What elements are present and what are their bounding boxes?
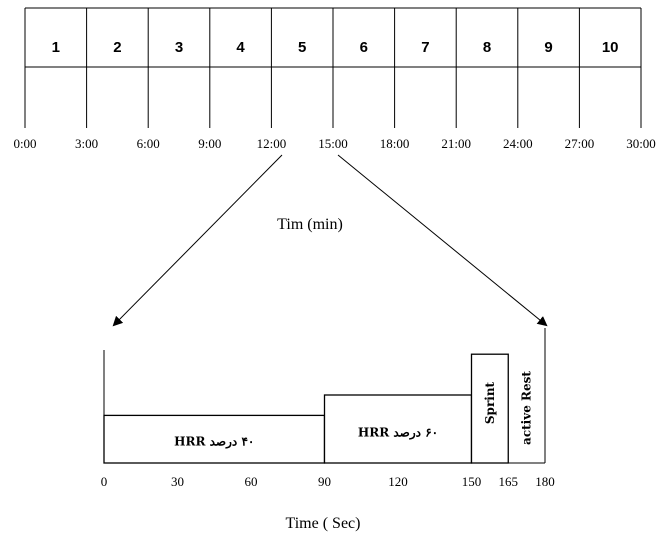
detail-tick-label: 60 [245, 474, 258, 489]
timeline-tick-label: 15:00 [318, 136, 348, 151]
segment-number: 3 [175, 39, 183, 56]
segment-number: 6 [360, 39, 368, 56]
timeline-tick-label: 30:00 [626, 136, 656, 151]
timeline-tick-label: 9:00 [198, 136, 221, 151]
phase-label: ۶۰ درصد HRR [358, 425, 438, 440]
zoom-arrows [112, 154, 548, 327]
timeline-dividers [24, 8, 642, 128]
detail-tick-label: 120 [388, 474, 408, 489]
detail-tick-label: 90 [318, 474, 331, 489]
phase-boxes: ۴۰ درصد HRR ۶۰ درصد HRR Sprint active Rest [103, 353, 534, 464]
timeline-tick-label: 0:00 [13, 136, 36, 151]
timeline-tick-label: 12:00 [257, 136, 287, 151]
timeline-tick-label: 6:00 [137, 136, 160, 151]
segment-number: 8 [483, 39, 491, 56]
phase-label: Sprint [483, 381, 497, 424]
segment-number: 2 [113, 39, 121, 56]
left-zoom-arrow [112, 154, 283, 327]
session-timeline: 1 2 3 4 5 6 7 8 9 10 0:00 3:00 6:00 9:00 12:00 15:00 18… [13, 7, 656, 233]
detail-tick-label: 150 [462, 474, 482, 489]
phase-box [103, 414, 326, 464]
timeline-tick-labels: 0:00 3:00 6:00 9:00 12:00 15:00 18:00 21:00 24:0… [13, 136, 655, 151]
phase-box [470, 353, 509, 464]
detail-tick-label: 165 [499, 474, 519, 489]
timeline-tick-label: 18:00 [380, 136, 410, 151]
segment-number: 1 [52, 39, 60, 56]
segment-number: 4 [236, 39, 245, 56]
phase-label: active Rest [520, 371, 534, 445]
detail-tick-label: 0 [101, 474, 108, 489]
detail-tick-label: 180 [535, 474, 555, 489]
timeline-segment-labels: 1 2 3 4 5 6 7 8 9 10 [52, 39, 619, 56]
segment-number: 7 [421, 39, 429, 56]
detail-axis-title: Time ( Sec) [286, 515, 361, 532]
detail-tick-labels: 0 30 60 90 120 150 165 180 [101, 474, 555, 489]
timeline-axis-title: Tim (min) [277, 216, 343, 233]
timeline-tick-label: 3:00 [75, 136, 98, 151]
timeline-tick-label: 21:00 [441, 136, 471, 151]
segment-number: 9 [544, 39, 552, 56]
segment-number: 5 [298, 39, 306, 56]
right-zoom-arrow [337, 154, 548, 327]
timeline-tick-label: 24:00 [503, 136, 533, 151]
detail-tick-label: 30 [171, 474, 184, 489]
segment-number: 10 [602, 39, 619, 56]
phase-label: ۴۰ درصد HRR [174, 435, 254, 450]
timeline-tick-label: 27:00 [565, 136, 595, 151]
